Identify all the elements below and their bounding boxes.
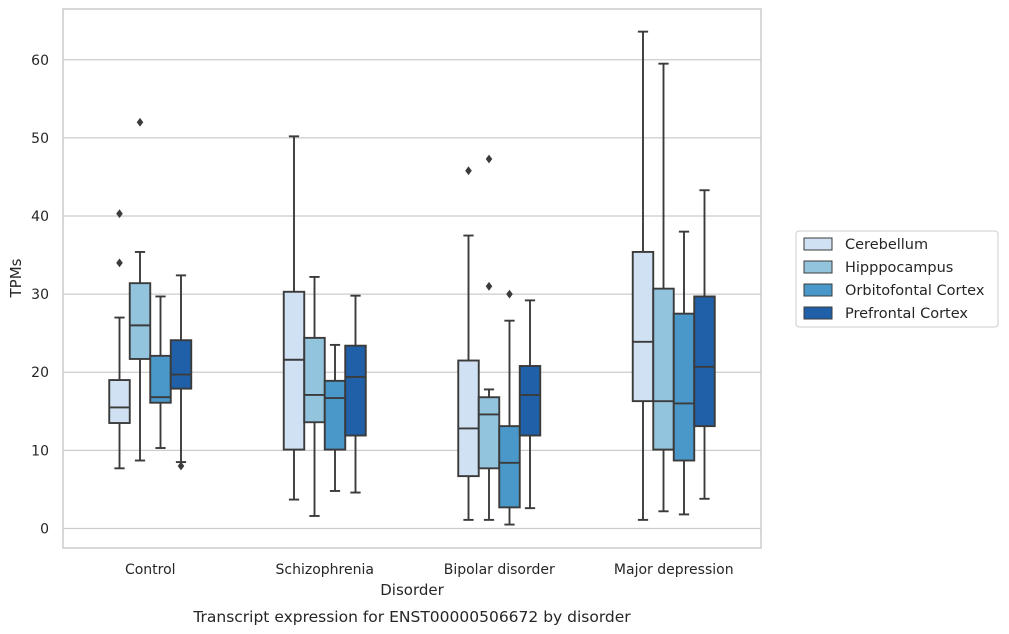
outlier-point bbox=[465, 166, 472, 176]
box-iqr bbox=[323, 379, 347, 451]
box-4-3 bbox=[672, 230, 696, 516]
legend-swatch bbox=[803, 306, 833, 320]
boxes bbox=[108, 30, 716, 526]
y-tick-label: 30 bbox=[31, 287, 49, 303]
box-3-3 bbox=[498, 289, 521, 526]
box-3-4 bbox=[518, 299, 542, 510]
box-3-1 bbox=[457, 166, 480, 521]
legend-frame bbox=[795, 230, 999, 328]
box-iqr bbox=[282, 290, 306, 451]
legend: Cerebellum Hipppocampus Orbitofontal Corte… bbox=[795, 230, 999, 328]
box-iqr bbox=[693, 295, 716, 428]
y-tick-label: 10 bbox=[31, 443, 49, 459]
x-axis-title: Disorder bbox=[380, 581, 444, 599]
x-tick-label: Bipolar disorder bbox=[444, 562, 555, 578]
outlier-point bbox=[485, 281, 493, 291]
chart-caption: Transcript expression for ENST0000050667… bbox=[192, 608, 631, 626]
box-iqr bbox=[518, 365, 542, 437]
legend-swatch bbox=[803, 260, 833, 274]
y-tick-label: 50 bbox=[31, 131, 49, 147]
box-iqr bbox=[457, 359, 480, 478]
outlier-point bbox=[116, 209, 123, 219]
box-1-2 bbox=[128, 117, 152, 462]
box-iqr bbox=[631, 250, 655, 403]
y-tick-label: 40 bbox=[31, 209, 49, 225]
y-tick-labels: 0 10 20 30 40 50 60 bbox=[31, 53, 49, 538]
outlier-point bbox=[116, 258, 123, 268]
y-tick-label: 60 bbox=[31, 53, 49, 69]
outlier-point bbox=[485, 154, 493, 164]
box-2-4 bbox=[344, 294, 367, 494]
box-iqr bbox=[108, 379, 131, 424]
box-1-1 bbox=[108, 209, 131, 470]
box-iqr bbox=[344, 344, 367, 437]
legend-label: Hipppocampus bbox=[845, 260, 953, 276]
box-iqr bbox=[169, 339, 193, 390]
box-iqr bbox=[498, 425, 521, 509]
legend-label: Cerebellum bbox=[845, 237, 928, 253]
box-2-2 bbox=[303, 275, 326, 517]
outlier-point bbox=[177, 461, 185, 471]
legend-swatch bbox=[803, 283, 833, 297]
box-1-4 bbox=[169, 274, 193, 471]
box-iqr bbox=[303, 336, 326, 424]
box-iqr bbox=[128, 282, 152, 360]
x-tick-labels: Control Schizophrenia Bipolar disorder Majo… bbox=[125, 562, 734, 578]
x-tick-label: Schizophrenia bbox=[276, 562, 374, 578]
legend-swatch bbox=[803, 237, 833, 251]
outlier-point bbox=[506, 289, 513, 299]
box-iqr bbox=[477, 396, 501, 470]
y-tick-label: 20 bbox=[31, 365, 49, 381]
box-iqr bbox=[652, 287, 675, 451]
legend-label: Prefrontal Cortex bbox=[845, 306, 968, 322]
outlier-point bbox=[136, 117, 144, 127]
x-tick-label: Control bbox=[125, 562, 176, 578]
box-iqr bbox=[149, 354, 172, 404]
box-iqr bbox=[672, 312, 696, 462]
box-4-4 bbox=[693, 189, 716, 500]
y-axis-title: TPMs bbox=[7, 258, 25, 298]
plot-frame bbox=[62, 8, 762, 549]
x-tick-label: Major depression bbox=[614, 562, 734, 578]
y-tick-label: 0 bbox=[40, 521, 49, 537]
legend-label: Orbitofontal Cortex bbox=[845, 283, 985, 299]
